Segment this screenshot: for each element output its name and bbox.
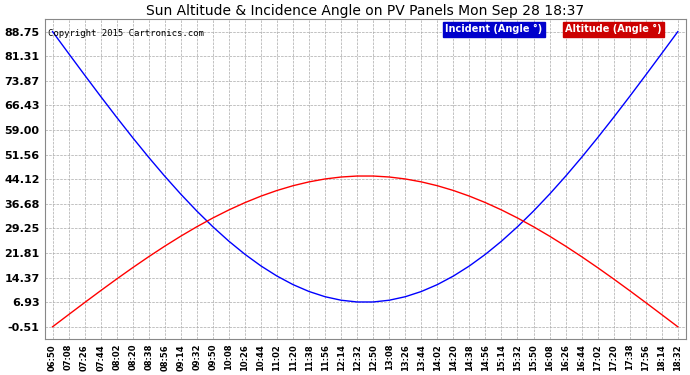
- Text: Incident (Angle °): Incident (Angle °): [445, 24, 542, 34]
- Text: Altitude (Angle °): Altitude (Angle °): [565, 24, 662, 34]
- Text: Copyright 2015 Cartronics.com: Copyright 2015 Cartronics.com: [48, 29, 204, 38]
- Title: Sun Altitude & Incidence Angle on PV Panels Mon Sep 28 18:37: Sun Altitude & Incidence Angle on PV Pan…: [146, 4, 584, 18]
